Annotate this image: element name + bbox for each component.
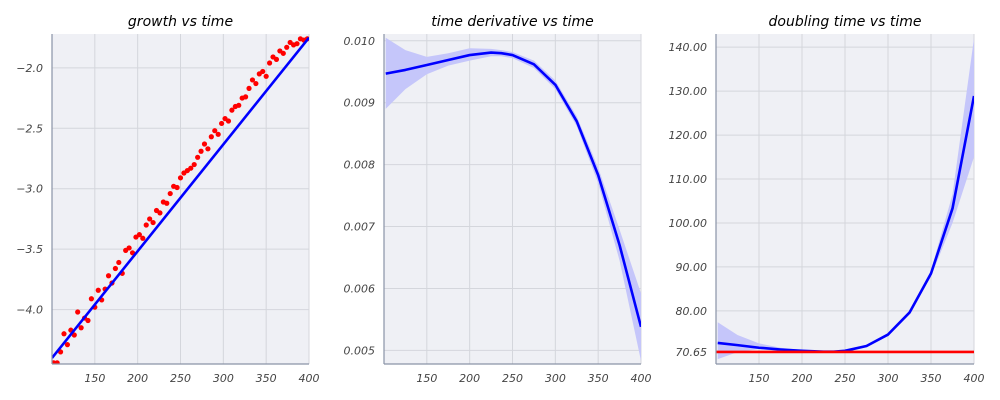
data-point (249, 77, 256, 83)
y-tick-label: −4.0 (16, 304, 43, 317)
data-point (236, 102, 242, 108)
x-tick-label: 350 (588, 372, 609, 385)
x-tick-label: 250 (170, 372, 191, 385)
x-tick-label: 350 (921, 372, 942, 385)
chart-panel-1: 150 200 250 300 350 400 −4.0 −3.5 −3.0 −2.5 −2.0 gr… (16, 14, 319, 385)
x-tick-label: 200 (127, 372, 148, 385)
data-point (95, 287, 101, 293)
data-point (219, 120, 225, 127)
data-point (167, 190, 173, 197)
x-tick-label: 200 (459, 372, 480, 385)
y-tick-label: 90.00 (676, 261, 708, 274)
data-layer (52, 36, 309, 364)
data-point (177, 175, 184, 181)
data-layer (385, 37, 641, 361)
x-tick-label: 400 (299, 372, 320, 385)
y-tick-label: −2.0 (16, 62, 43, 75)
data-point (266, 60, 273, 66)
y-tick-label: 0.008 (344, 159, 376, 172)
data-point (191, 161, 197, 168)
y-tick-label: 0.009 (344, 97, 376, 110)
y-tick-label: 0.005 (344, 344, 376, 357)
data-point (140, 235, 146, 241)
data-point (164, 200, 170, 206)
fit-line (52, 36, 309, 359)
data-point (143, 222, 149, 228)
data-layer (716, 38, 974, 360)
data-point (280, 50, 286, 56)
x-tick-label: 400 (964, 372, 985, 385)
data-point (208, 134, 214, 140)
data-point (201, 141, 208, 147)
x-tick-label: 150 (84, 372, 105, 385)
data-point (198, 148, 204, 154)
data-point (243, 94, 249, 100)
y-tick-label: 110.00 (669, 173, 708, 186)
x-tick-label: 250 (835, 372, 856, 385)
chart-panel-2: 150 200 250 300 350 400 0.005 0.006 0.007 0.008 0.… (344, 14, 652, 385)
x-tick-label: 150 (416, 372, 437, 385)
confidence-band (385, 37, 641, 361)
data-point (260, 68, 266, 75)
x-tick-label: 300 (545, 372, 566, 385)
x-tick-label: 150 (749, 372, 770, 385)
chart-title: growth vs time (128, 14, 233, 30)
y-tick-label: 80.00 (676, 305, 708, 318)
chart-title: time derivative vs time (431, 14, 593, 30)
data-point (246, 85, 252, 91)
data-point (61, 331, 67, 337)
y-tick-label: 0.010 (344, 35, 376, 48)
y-tick-label: 140.00 (669, 41, 708, 54)
y-tick-label: −3.5 (16, 243, 43, 256)
data-point (85, 317, 91, 324)
y-tick-label: 130.00 (669, 85, 708, 98)
data-point (225, 118, 232, 124)
data-point (263, 73, 269, 79)
data-point (215, 131, 221, 137)
chart-panel-3: 150 200 250 300 350 400 70.65 80.00 90.00 100.00 1… (669, 14, 985, 385)
y-tick-label: 100.00 (669, 217, 708, 230)
data-point (195, 154, 201, 160)
data-point (205, 146, 211, 152)
data-point (105, 273, 112, 279)
data-point (150, 219, 156, 226)
data-point (126, 245, 132, 251)
y-tick-label: 0.007 (344, 221, 376, 234)
data-point (147, 216, 153, 222)
data-point (174, 184, 180, 191)
data-point (136, 232, 142, 238)
data-point (88, 296, 95, 302)
data-point (229, 107, 235, 113)
y-tick-label: 0.006 (344, 282, 376, 295)
data-point (54, 360, 60, 364)
x-tick-label: 250 (502, 372, 523, 385)
data-point (112, 265, 118, 272)
data-point (64, 342, 71, 348)
data-point (294, 41, 300, 47)
data-point (253, 80, 259, 87)
x-tick-label: 400 (631, 372, 652, 385)
y-tick-label: 70.65 (676, 346, 708, 359)
data-point (78, 325, 84, 331)
x-tick-label: 300 (213, 372, 234, 385)
y-tick-label: 120.00 (669, 129, 708, 142)
x-tick-label: 350 (256, 372, 277, 385)
y-tick-label: −2.5 (16, 122, 43, 135)
y-tick-label: −3.0 (16, 183, 43, 196)
data-point (116, 259, 122, 266)
chart-title: doubling time vs time (769, 14, 922, 30)
data-point (273, 56, 280, 62)
data-point (284, 44, 290, 50)
series-line (385, 51, 641, 328)
data-point (212, 128, 218, 134)
x-tick-label: 200 (792, 372, 813, 385)
data-point (75, 309, 81, 315)
data-point (157, 210, 163, 216)
data-point (188, 165, 194, 171)
x-tick-label: 300 (878, 372, 899, 385)
